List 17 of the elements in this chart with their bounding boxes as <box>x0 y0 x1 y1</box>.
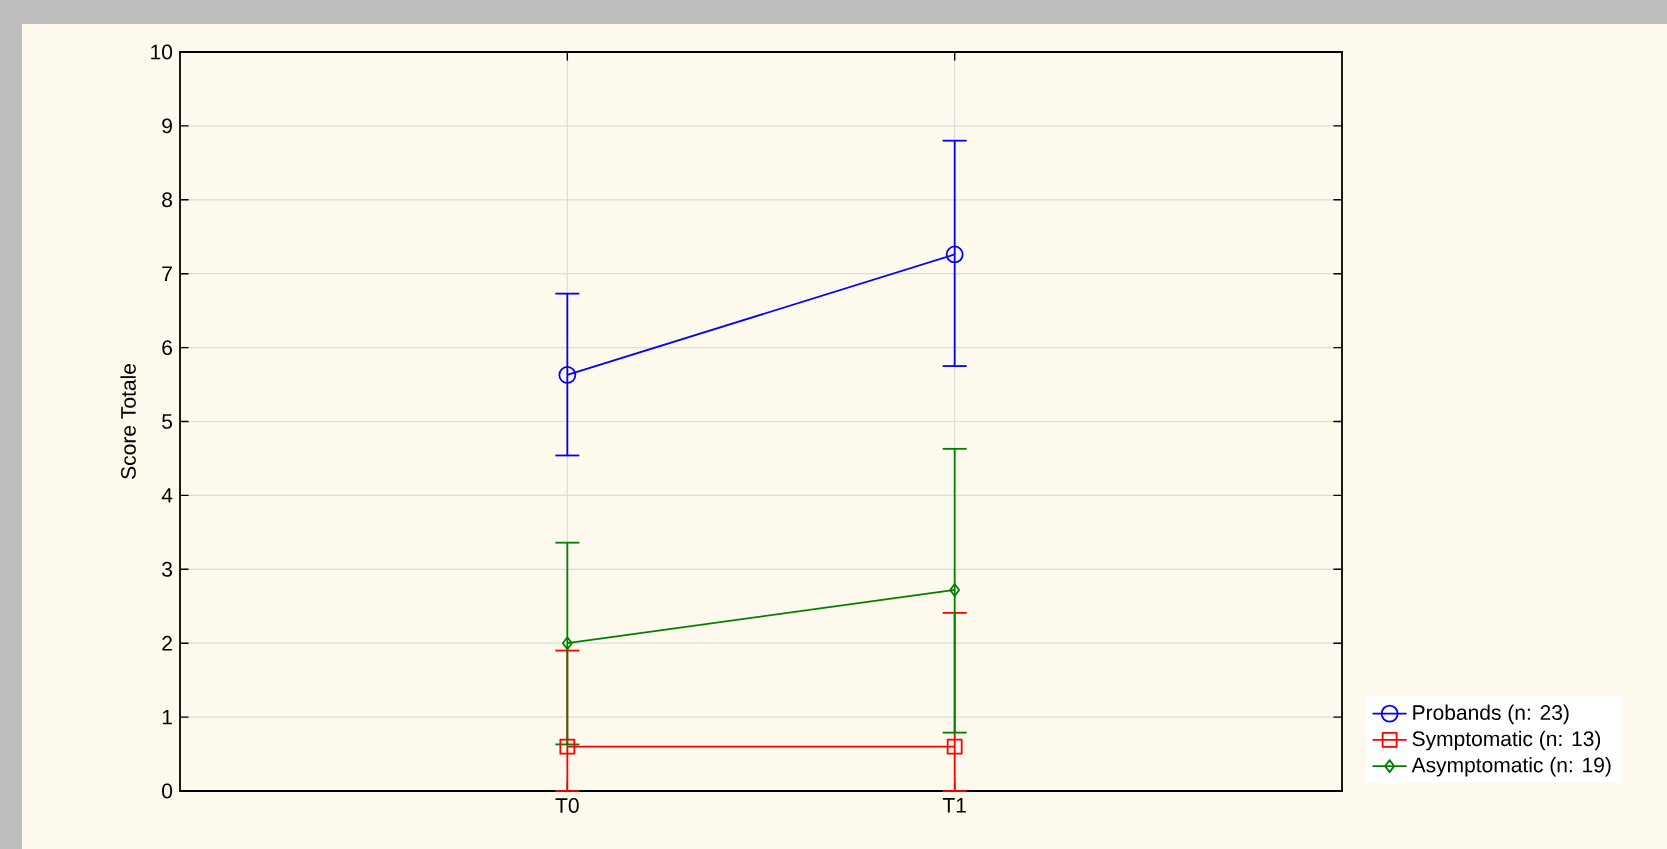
x-tick-label: T1 <box>942 798 966 813</box>
y-tick-label: 1 <box>162 709 172 725</box>
legend-label: Symptomatic (n: 13) <box>1412 730 1601 751</box>
y-tick-label: 9 <box>162 118 172 134</box>
x-tick-label: T0 <box>555 798 579 813</box>
y-tick-label: 5 <box>162 414 173 429</box>
y-tick-label: 0 <box>162 783 173 799</box>
y-tick-label: 2 <box>162 635 172 651</box>
y-tick-label: 4 <box>161 488 173 503</box>
y-tick-label: 10 <box>151 44 173 60</box>
y-tick-label: 6 <box>162 340 173 356</box>
y-tick-label: 7 <box>162 266 172 281</box>
y-axis-title: Score Totale <box>120 364 136 479</box>
y-tick-label: 3 <box>162 561 173 577</box>
y-tick-label: 8 <box>162 192 173 208</box>
legend-label: Probands (n: 23) <box>1413 704 1569 725</box>
legend-label: Asymptomatic (n: 19) <box>1411 756 1611 777</box>
